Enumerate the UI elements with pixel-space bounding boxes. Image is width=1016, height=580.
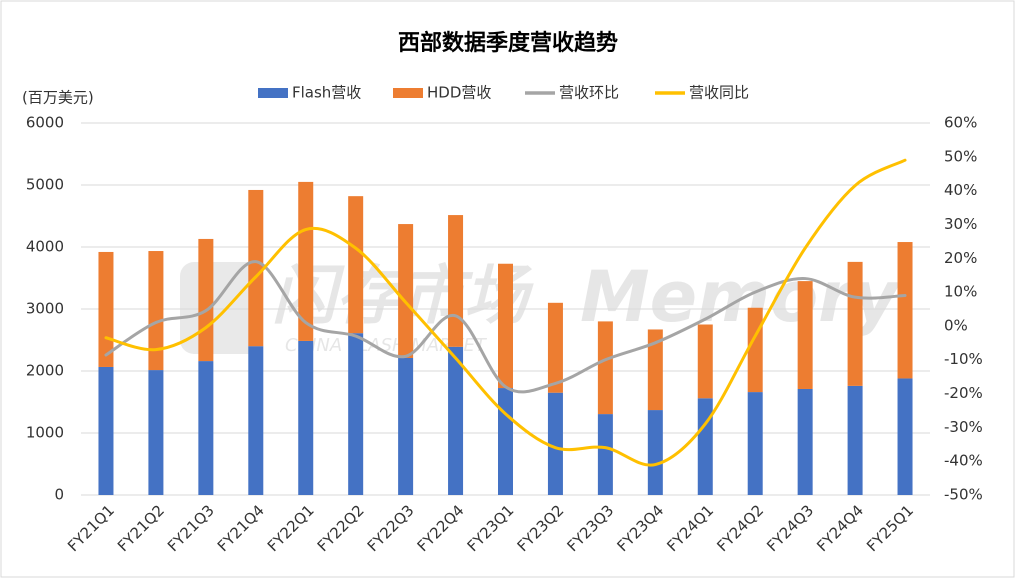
bar xyxy=(797,281,813,389)
legend-label: Flash营收 xyxy=(292,84,361,102)
bar xyxy=(797,388,813,495)
bar xyxy=(697,398,713,495)
bar xyxy=(597,414,613,495)
bar xyxy=(747,307,763,393)
legend-swatch xyxy=(258,88,288,98)
y-tick-label: 0 xyxy=(54,486,64,504)
bar xyxy=(198,238,214,362)
bar xyxy=(448,346,464,495)
y2-tick-label: 20% xyxy=(944,249,977,267)
bar xyxy=(348,196,364,334)
y-tick-label: 2000 xyxy=(26,362,64,380)
y-tick-label: 1000 xyxy=(26,424,64,442)
bar xyxy=(448,215,464,347)
y2-tick-label: -30% xyxy=(944,418,983,436)
chart-title: 西部数据季度营收趋势 xyxy=(398,30,618,56)
bar xyxy=(498,388,513,495)
bar xyxy=(148,251,164,371)
y2-tick-label: -50% xyxy=(944,486,983,504)
bar xyxy=(547,302,563,393)
bar xyxy=(98,366,114,495)
watermark-text: CHINA FLASH MARKET xyxy=(285,335,488,356)
line xyxy=(104,260,907,394)
bar xyxy=(498,263,513,389)
y-tick-label: 3000 xyxy=(26,300,64,318)
bar xyxy=(248,189,264,347)
bar xyxy=(547,392,563,495)
y2-tick-label: -10% xyxy=(944,350,983,368)
bar xyxy=(398,224,414,358)
y-tick-label: 6000 xyxy=(26,114,64,132)
y-tick-label: 5000 xyxy=(26,176,64,194)
bar xyxy=(298,181,314,341)
y2-tick-label: 0% xyxy=(944,316,968,334)
legend-swatch xyxy=(393,88,423,98)
y-axis-label: (百万美元) xyxy=(22,89,94,107)
legend-label: 营收环比 xyxy=(559,84,619,102)
bar xyxy=(747,392,763,495)
bar xyxy=(398,357,414,495)
y2-tick-label: 40% xyxy=(944,181,977,199)
bar xyxy=(847,261,863,386)
y2-tick-label: 50% xyxy=(944,147,977,165)
bar xyxy=(248,346,264,495)
bar xyxy=(148,370,164,495)
bar xyxy=(697,324,713,399)
y2-tick-label: -20% xyxy=(944,384,983,402)
bar xyxy=(897,242,913,379)
bar xyxy=(298,340,314,495)
legend-label: 营收同比 xyxy=(689,84,749,102)
y2-tick-label: 30% xyxy=(944,215,977,233)
bar xyxy=(647,329,663,411)
bar xyxy=(597,321,613,415)
bar xyxy=(348,333,364,495)
legend-label: HDD营收 xyxy=(427,84,491,102)
bar xyxy=(198,361,214,495)
bar xyxy=(897,378,913,495)
y2-tick-label: 60% xyxy=(944,114,977,132)
y2-tick-label: 10% xyxy=(944,283,977,301)
bar xyxy=(647,410,663,495)
y2-tick-label: -40% xyxy=(944,452,983,470)
line xyxy=(104,158,907,467)
bar xyxy=(847,385,863,495)
y-tick-label: 4000 xyxy=(26,238,64,256)
